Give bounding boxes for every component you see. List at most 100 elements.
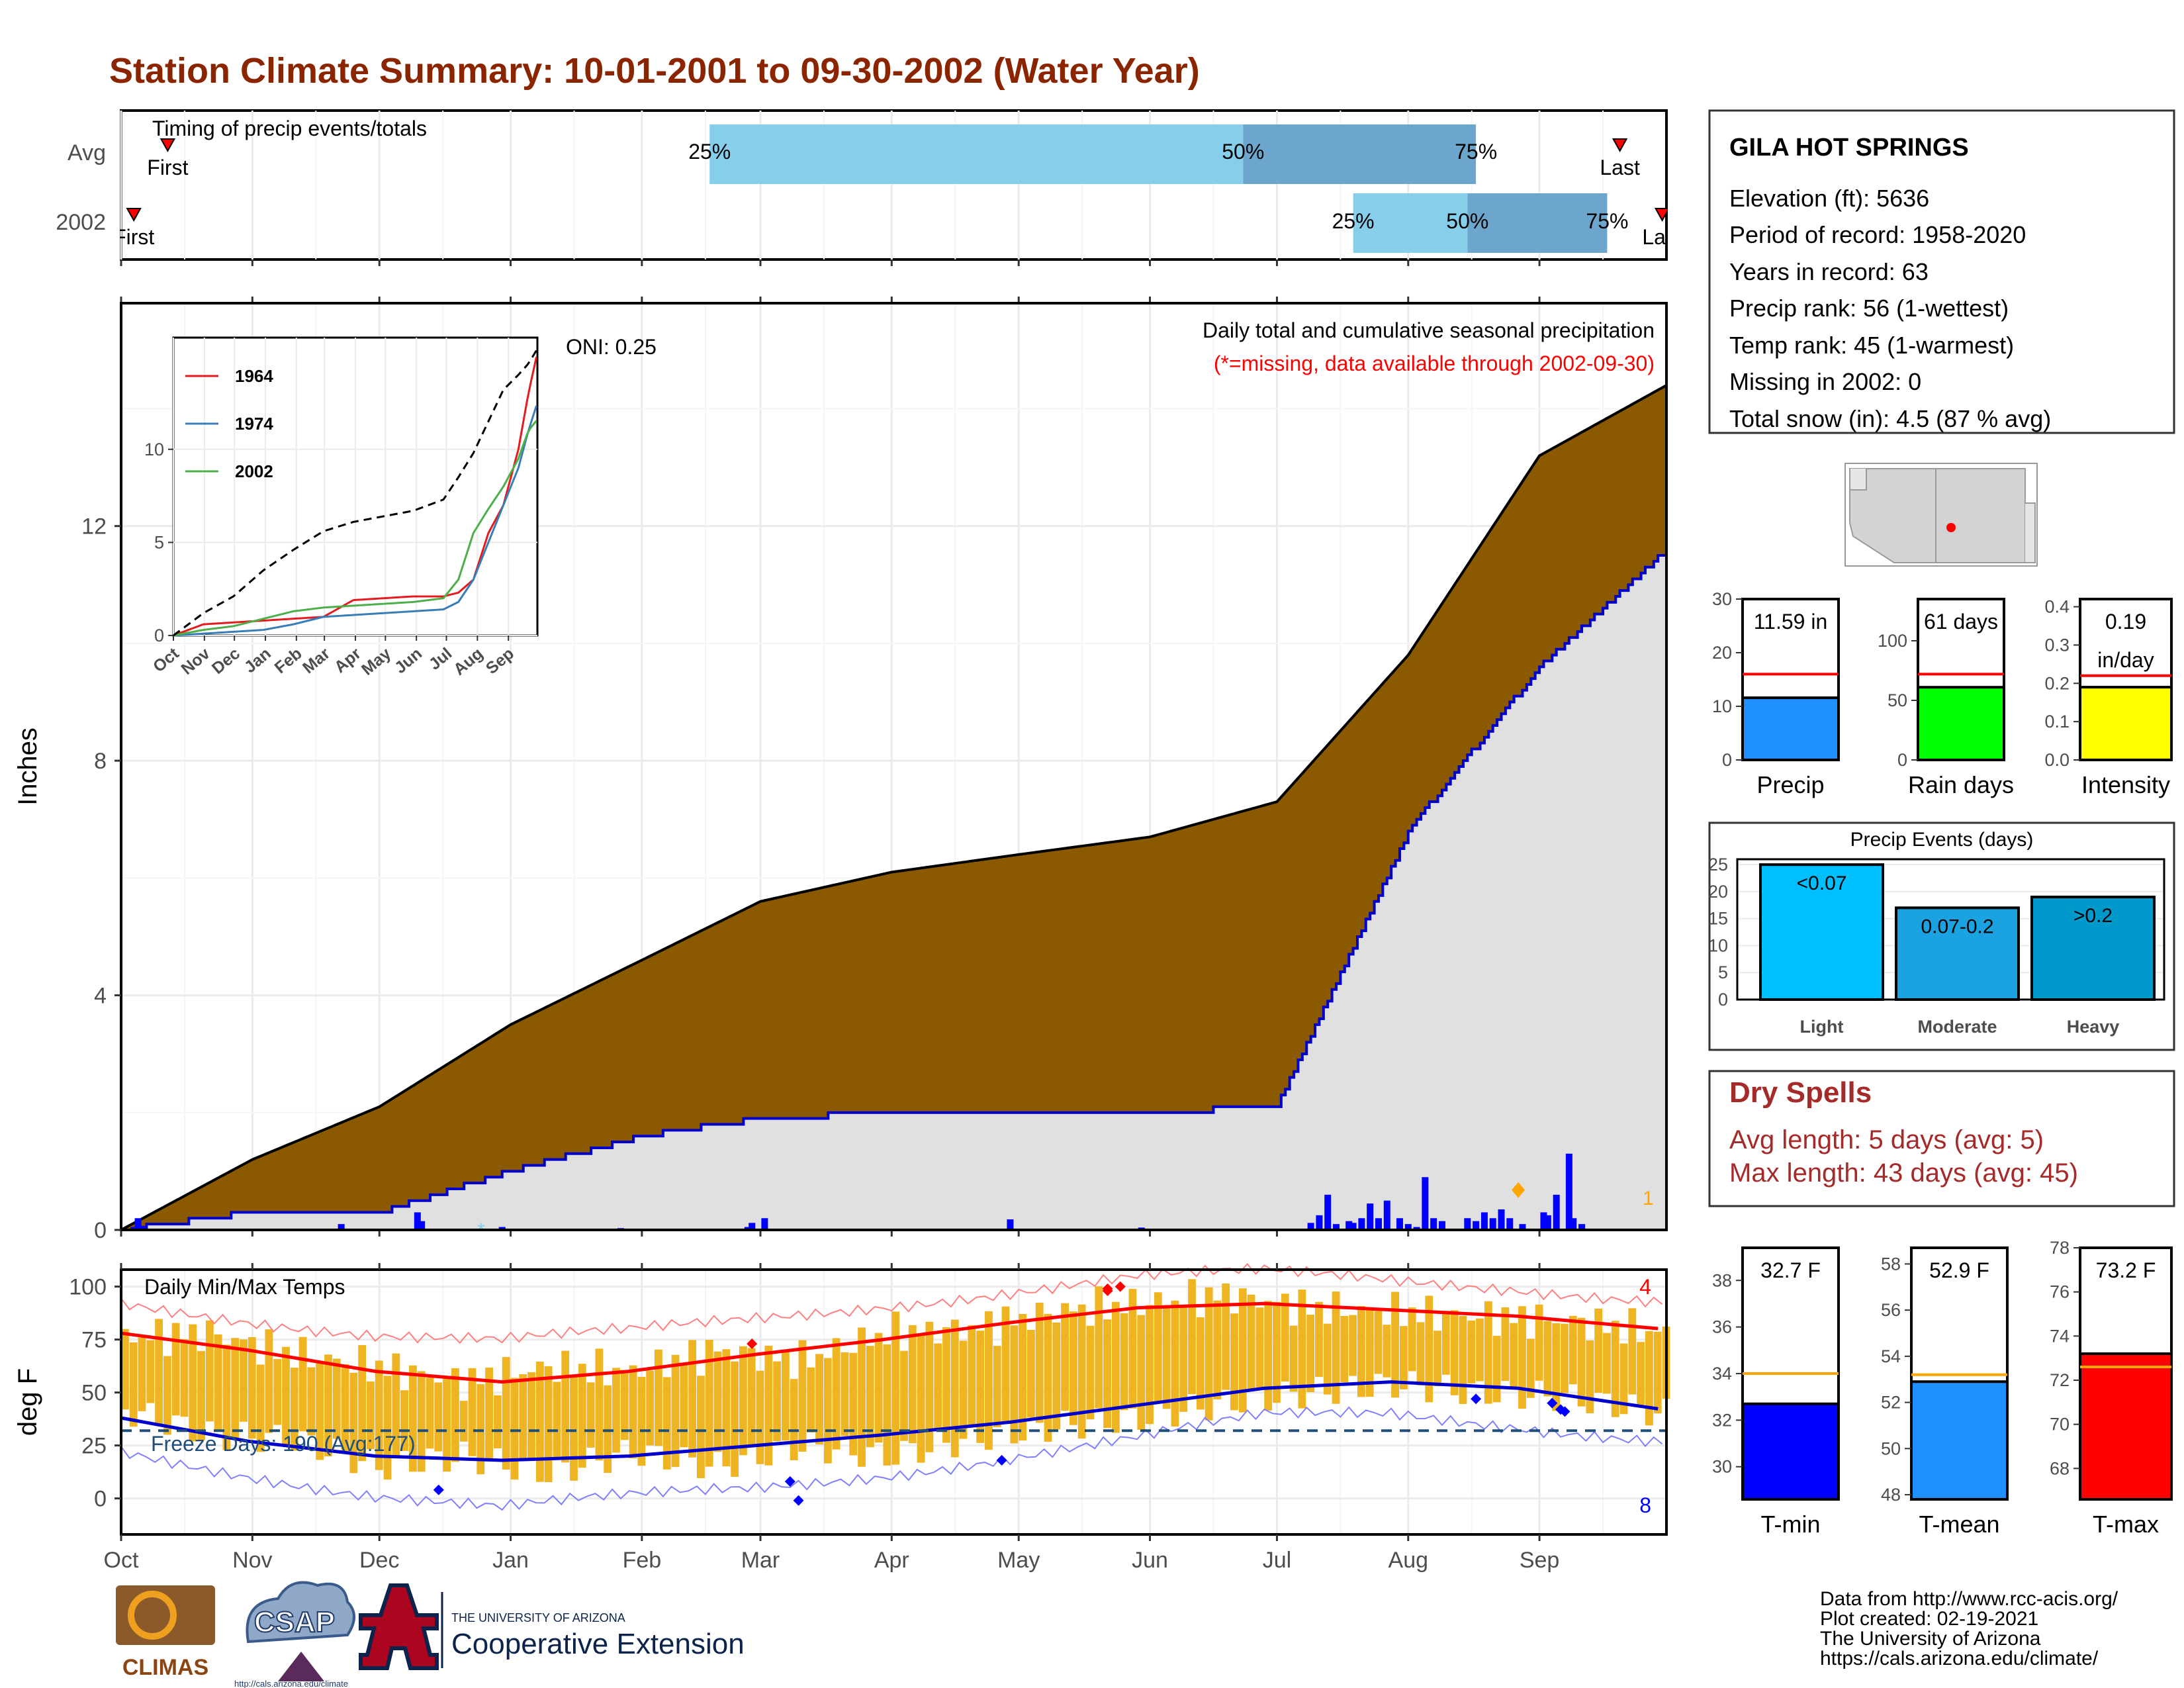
events-category-1: Moderate bbox=[1917, 1017, 1997, 1037]
tmean-tick-label: 48 bbox=[1881, 1485, 1901, 1505]
daily-temp-bar bbox=[1196, 1317, 1205, 1410]
tmax-tick-label: 70 bbox=[2050, 1415, 2070, 1434]
daily-temp-bar bbox=[1637, 1342, 1645, 1405]
inset-lines bbox=[173, 350, 537, 637]
station-missing: Missing in 2002: 0 bbox=[1729, 368, 1921, 395]
daily-temp-bar bbox=[823, 1358, 832, 1464]
daily-temp-bar bbox=[1645, 1331, 1653, 1426]
daily-temp-bar bbox=[1459, 1315, 1467, 1404]
daily-temp-bar bbox=[298, 1336, 307, 1432]
tmin-value-label: 32.7 F bbox=[1760, 1258, 1821, 1282]
daily-temp-bar bbox=[950, 1319, 959, 1458]
daily-temp-bar bbox=[180, 1339, 189, 1417]
timing-label-first: First bbox=[147, 156, 188, 179]
daily-temp-bar bbox=[485, 1367, 493, 1460]
daily-temp-bar bbox=[1501, 1307, 1510, 1382]
daily-temp-bar bbox=[1306, 1315, 1315, 1393]
timing-label-50: 50% bbox=[1222, 140, 1264, 164]
daily-temp-bar bbox=[426, 1378, 434, 1449]
timing-label-25: 25% bbox=[1332, 209, 1375, 233]
daily-precip-bar-41 bbox=[1565, 1153, 1572, 1230]
daily-temp-bar bbox=[1273, 1301, 1281, 1403]
avg-tmax-line bbox=[120, 1301, 1659, 1384]
daily-temp-bar bbox=[1586, 1340, 1594, 1413]
daily-temp-bar bbox=[731, 1361, 739, 1477]
daily-temp-bar bbox=[510, 1378, 519, 1480]
daily-temp-bar bbox=[993, 1346, 1001, 1427]
daily-temp-bar bbox=[1611, 1321, 1619, 1417]
daily-temp-bar bbox=[739, 1346, 747, 1456]
daily-temp-bar bbox=[214, 1334, 222, 1430]
daily-temp-bar bbox=[790, 1379, 798, 1460]
daily-temp-bar bbox=[1357, 1305, 1365, 1397]
daily-temp-bar bbox=[417, 1371, 426, 1472]
daily-temp-bar bbox=[324, 1354, 332, 1457]
daily-temp-bar bbox=[1383, 1325, 1391, 1378]
daily-temp-bar bbox=[383, 1376, 392, 1480]
temp-y-tick-label: 0 bbox=[94, 1487, 107, 1512]
footer-line-university: The University of Arizona bbox=[1820, 1628, 2041, 1650]
daily-precip-bar-15 bbox=[1307, 1223, 1314, 1230]
rain_days-tick-label: 0 bbox=[1897, 750, 1907, 770]
station-info-box: GILA HOT SPRINGS Elevation (ft): 5636 Pe… bbox=[1708, 109, 2175, 434]
daily-temp-bar bbox=[519, 1374, 527, 1460]
daily-temp-bar bbox=[1518, 1306, 1526, 1409]
daily-precip-bar-30 bbox=[1438, 1221, 1445, 1230]
daily-precip-bar-23 bbox=[1375, 1218, 1382, 1230]
record-high-marker-2 bbox=[1102, 1286, 1113, 1296]
events-bar-label-2: >0.2 bbox=[2073, 905, 2113, 927]
precip_total-tick-label: 20 bbox=[1712, 643, 1732, 663]
precip-y-ticks: 0 4 8 12 bbox=[81, 514, 121, 1243]
daily-temp-bar bbox=[1061, 1303, 1069, 1411]
daily-precip-bar-31 bbox=[1464, 1218, 1471, 1230]
daily-temp-bar bbox=[367, 1381, 375, 1450]
daily-temp-bar bbox=[121, 1329, 129, 1410]
rain_days-bar bbox=[1917, 686, 2005, 761]
daily-temp-bar bbox=[705, 1339, 713, 1467]
tmax-tick-label: 72 bbox=[2050, 1370, 2070, 1390]
daily-temp-bar bbox=[1399, 1326, 1408, 1389]
tmax-tick-label: 68 bbox=[2050, 1458, 2070, 1478]
csap-cloud bbox=[246, 1581, 355, 1644]
daily-temp-bar bbox=[1628, 1308, 1637, 1395]
daily-temp-bar bbox=[1230, 1313, 1238, 1411]
month-label-may: May bbox=[997, 1548, 1040, 1573]
daily-temp-bar bbox=[282, 1346, 290, 1447]
daily-precip-bar-36 bbox=[1506, 1218, 1514, 1230]
daily-temp-bar bbox=[332, 1358, 341, 1439]
daily-temp-bar bbox=[1433, 1331, 1441, 1387]
station-years: Years in record: 63 bbox=[1729, 258, 1929, 285]
inset-line-2002 bbox=[173, 420, 537, 637]
daily-temp-bar bbox=[815, 1354, 823, 1445]
tmean-tick-label: 52 bbox=[1881, 1393, 1901, 1413]
daily-temp-bar bbox=[1146, 1305, 1154, 1425]
inset-y-tick-label: 10 bbox=[144, 440, 164, 459]
daily-temp-bar bbox=[1315, 1301, 1323, 1378]
daily-temp-bar bbox=[1069, 1311, 1077, 1425]
tmin-tick-label: 38 bbox=[1712, 1270, 1732, 1290]
daily-precip-bar-20 bbox=[1349, 1223, 1357, 1230]
daily-temp-bar bbox=[163, 1356, 171, 1435]
daily-temp-bar bbox=[781, 1350, 790, 1441]
daily-temp-bar bbox=[883, 1344, 891, 1466]
record-low-marker-3 bbox=[996, 1455, 1007, 1466]
daily-precip-bar-26 bbox=[1404, 1224, 1412, 1230]
precip-max-marker bbox=[1512, 1182, 1525, 1198]
ua-small-text: THE UNIVERSITY OF ARIZONA bbox=[451, 1611, 625, 1624]
daily-temp-bar bbox=[1035, 1302, 1044, 1423]
daily-temp-bar bbox=[1577, 1317, 1586, 1407]
daily-temp-bar bbox=[756, 1370, 764, 1464]
events-tick-label: 15 bbox=[1708, 909, 1728, 929]
daily-temp-bar bbox=[316, 1360, 324, 1460]
daily-precip-bar-33 bbox=[1480, 1212, 1488, 1230]
daily-precip-bar-18 bbox=[1333, 1224, 1340, 1230]
timing-label-75: 75% bbox=[1455, 140, 1497, 164]
daily-precip-bar-5 bbox=[418, 1221, 426, 1230]
precip-count-label: 1 bbox=[1643, 1188, 1654, 1209]
record-low-marker-0 bbox=[433, 1484, 444, 1495]
footer-line-url: https://cals.arizona.edu/climate/ bbox=[1820, 1648, 2099, 1669]
tmin-tick-label: 36 bbox=[1712, 1317, 1732, 1337]
precip-y-tick-label: 4 bbox=[94, 984, 107, 1009]
